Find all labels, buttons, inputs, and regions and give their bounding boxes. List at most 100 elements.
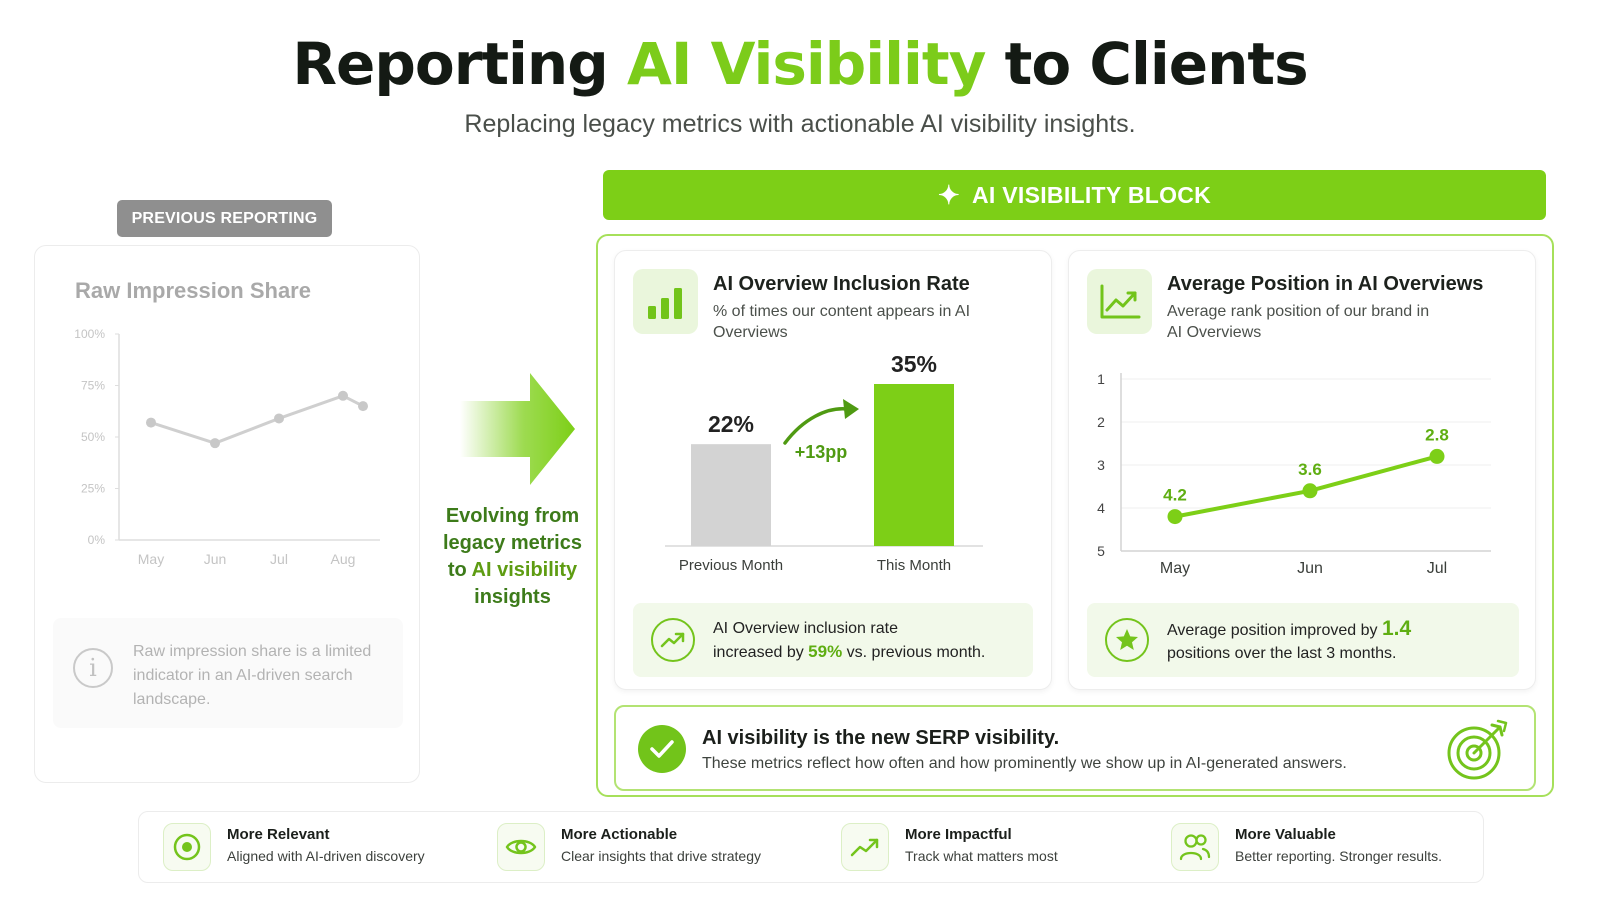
y-tick-label: 4 — [1097, 500, 1105, 516]
y-tick-label: 75% — [81, 379, 105, 393]
delta-arrow-curve — [783, 407, 849, 445]
impression-share-title: Raw Impression Share — [75, 278, 311, 303]
x-tick-label: This Month — [877, 557, 951, 574]
trend-up-circle-icon — [651, 618, 695, 662]
inclusion-insight-line-1: AI Overview inclusion rate — [713, 620, 898, 637]
evolving-line-3: to AI visibility — [440, 557, 585, 584]
x-tick-label: Jun — [204, 551, 227, 567]
y-tick-label: 100% — [74, 327, 105, 341]
y-tick-label: 25% — [81, 482, 105, 496]
average-position-chart: 1 2 3 4 5 May Jun Jul 4.2 3.6 2.8 — [1097, 371, 1491, 577]
evolving-line-3-em: AI visibility — [471, 559, 578, 581]
benefit-valuable: More Valuable Better reporting. Stronger… — [1147, 812, 1483, 884]
x-tick-label: Previous Month — [679, 557, 783, 574]
position-insight: Average position improved by 1.4 positio… — [1087, 603, 1519, 677]
delta-arrow-head — [843, 399, 859, 419]
impression-share-chart: 0% 25% 50% 75% 100% May Jun Jul Aug — [74, 327, 380, 567]
data-point — [338, 390, 348, 401]
data-point — [210, 438, 220, 449]
y-tick-label: 1 — [1097, 371, 1105, 387]
summary-box: AI visibility is the new SERP visibility… — [614, 705, 1536, 791]
inclusion-insight-post: vs. previous month. — [842, 644, 986, 661]
benefit-impactful: More Impactful Track what matters most — [817, 812, 1147, 884]
data-point — [146, 417, 156, 428]
data-label: 4.2 — [1163, 486, 1187, 505]
inclusion-insight: AI Overview inclusion rate increased by … — [633, 603, 1033, 677]
page-subtitle: Replacing legacy metrics with actionable… — [464, 110, 1136, 138]
x-tick-label: Jul — [1427, 560, 1447, 577]
inclusion-rate-chart: 22% Previous Month 35% This Month +13pp — [665, 351, 983, 574]
benefit-title: More Relevant — [227, 826, 330, 843]
inclusion-rate-desc: % of times our content appears in AI Ove… — [713, 303, 971, 341]
average-position-card: Average Position in AI Overviews Average… — [1068, 250, 1536, 690]
data-label: 3.6 — [1298, 460, 1322, 479]
title-accent: AI Visibility — [626, 30, 987, 98]
summary-title: AI visibility is the new SERP visibility… — [702, 727, 1060, 749]
data-point — [274, 413, 284, 424]
page-title: Reporting AI Visibility to Clients — [0, 30, 1600, 98]
y-tick-label: 50% — [81, 430, 105, 444]
x-tick-label: Jun — [1297, 560, 1323, 577]
series-line — [150, 394, 364, 445]
evolving-text: Evolving from legacy metrics to AI visib… — [440, 503, 585, 611]
target-dot-icon — [163, 823, 211, 871]
delta-label: +13pp — [795, 442, 848, 462]
benefit-subtitle: Better reporting. Stronger results. — [1235, 848, 1442, 864]
info-icon: i — [73, 648, 113, 688]
position-insight-text: Average position improved by 1.4 positio… — [1167, 617, 1411, 665]
title-part-2: to Clients — [985, 30, 1309, 98]
evolving-line-1: Evolving from — [445, 505, 580, 527]
ai-visibility-header-label: AI VISIBILITY BLOCK — [971, 181, 1212, 208]
eye-icon — [497, 823, 545, 871]
benefits-bar: More Relevant Aligned with AI-driven dis… — [138, 811, 1484, 883]
position-insight-highlight: 1.4 — [1381, 617, 1412, 640]
y-tick-label: 3 — [1097, 457, 1105, 473]
data-point — [1167, 509, 1183, 525]
bar — [874, 384, 954, 546]
inclusion-rate-card: AI Overview Inclusion Rate % of times ou… — [614, 250, 1052, 690]
inclusion-insight-highlight: 59% — [808, 642, 843, 661]
y-tick-label: 0% — [88, 533, 106, 547]
line-chart-icon — [1087, 269, 1152, 334]
previous-info-text: Raw impression share is a limited indica… — [133, 643, 372, 708]
trend-up-icon — [841, 823, 889, 871]
ai-visibility-header: ✦ AI VISIBILITY BLOCK — [603, 170, 1546, 220]
summary-text: These metrics reflect how often and how … — [702, 755, 1347, 772]
benefit-relevant: More Relevant Aligned with AI-driven dis… — [139, 812, 473, 884]
benefit-subtitle: Track what matters most — [905, 848, 1058, 864]
position-insight-line-1: Average position improved by 1.4 — [1167, 617, 1411, 642]
average-position-desc: Average rank position of our brand in AI… — [1167, 303, 1430, 341]
inclusion-insight-pre: increased by — [713, 644, 809, 661]
data-point — [1429, 448, 1445, 464]
data-point — [358, 401, 368, 412]
x-tick-label: Jul — [270, 551, 288, 567]
evolving-line-2: legacy metrics — [443, 532, 582, 554]
title-part-1: Reporting — [292, 30, 627, 98]
x-tick-label: May — [1160, 560, 1190, 577]
target-arrow-icon — [1447, 719, 1508, 780]
data-label: 2.8 — [1425, 425, 1449, 444]
data-point — [1302, 483, 1318, 499]
evolving-line-4: insights — [474, 586, 551, 608]
evolving-line-3-prefix: to — [447, 559, 472, 581]
bar-chart-icon — [633, 269, 698, 334]
bar-value-label: 35% — [891, 351, 937, 377]
benefit-title: More Valuable — [1235, 826, 1336, 843]
average-position-title: Average Position in AI Overviews — [1167, 273, 1484, 295]
bar — [691, 444, 771, 546]
inclusion-insight-line-2: increased by 59% vs. previous month. — [713, 640, 985, 664]
previous-info-box: i Raw impression share is a limited indi… — [53, 618, 403, 728]
sparkle-icon: ✦ — [937, 179, 960, 210]
benefit-actionable: More Actionable Clear insights that driv… — [473, 812, 817, 884]
benefit-subtitle: Aligned with AI-driven discovery — [227, 848, 425, 864]
x-tick-label: Aug — [331, 551, 356, 567]
check-circle-icon — [638, 725, 686, 773]
inclusion-rate-title: AI Overview Inclusion Rate — [713, 273, 970, 295]
star-circle-icon — [1105, 618, 1149, 662]
benefit-title: More Actionable — [561, 826, 678, 843]
users-icon — [1171, 823, 1219, 871]
benefit-subtitle: Clear insights that drive strategy — [561, 848, 761, 864]
previous-reporting-card: Raw Impression Share 0% 25% 50% 75% 100% May J… — [34, 245, 420, 783]
position-insight-pre: Average position improved by — [1167, 622, 1382, 639]
y-tick-label: 2 — [1097, 414, 1105, 430]
